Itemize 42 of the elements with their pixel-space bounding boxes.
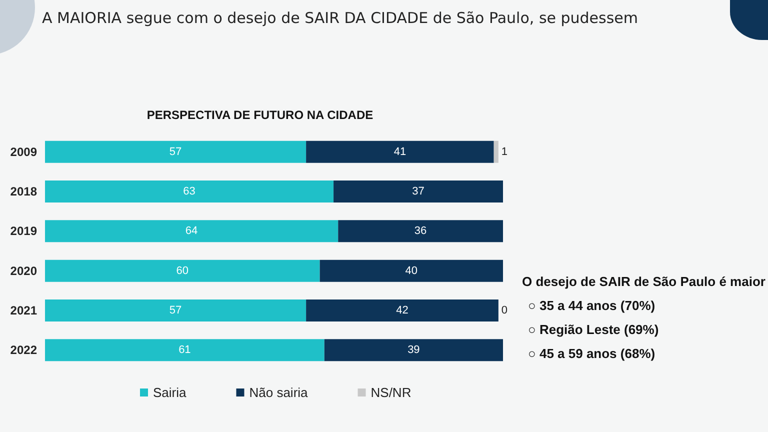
bar (324, 339, 503, 362)
data-label: 41 (394, 146, 406, 158)
bar (45, 140, 306, 163)
legend-label: NS/NR (370, 385, 412, 400)
text: ○ 35 a 44 anos (70%) (527, 297, 656, 315)
data-label: 42 (396, 304, 408, 316)
bar (320, 260, 503, 282)
bar (494, 140, 498, 163)
legend-label: Sairia (153, 385, 188, 400)
y-tick-label: 2021 (10, 304, 38, 318)
bar (45, 220, 338, 242)
chart-subtitle: PERSPECTIVA DE FUTURO NA CIDADE (146, 108, 374, 122)
bar (306, 140, 494, 163)
bar (334, 180, 503, 202)
y-tick-label: 2018 (10, 184, 38, 198)
data-label: 37 (412, 186, 424, 198)
data-label: 36 (414, 225, 427, 238)
bar (45, 260, 320, 282)
bar (45, 339, 324, 362)
bar (338, 220, 503, 242)
data-label: 57 (169, 146, 182, 158)
text: ○ 45 a 59 anos (68%) (527, 345, 656, 363)
data-label: 0 (501, 304, 508, 316)
y-tick-label: 2022 (10, 343, 38, 358)
y-tick-label: 2009 (10, 144, 38, 159)
y-tick-label: 2020 (10, 264, 38, 278)
text: ○ Região Leste (69%) (527, 321, 660, 339)
data-label: 61 (178, 344, 191, 356)
data-label: 60 (176, 264, 189, 277)
data-label: 39 (408, 344, 420, 356)
bar (306, 300, 498, 322)
y-tick-label: 2019 (10, 224, 38, 238)
data-label: 64 (185, 225, 198, 238)
text: O desejo de SAIR de São Paulo é maior (522, 273, 766, 291)
data-label: 40 (405, 264, 418, 277)
data-label: 1 (501, 146, 508, 158)
data-label: 63 (183, 186, 196, 198)
bar (45, 180, 334, 202)
data-label: 57 (169, 304, 182, 316)
chart-title: A MAIORIA segue com o desejo de SAIR DA CIDADE de São Paulo, se pudessem (42, 9, 638, 27)
legend-label: Não sairia (249, 385, 309, 400)
bar (45, 300, 306, 322)
